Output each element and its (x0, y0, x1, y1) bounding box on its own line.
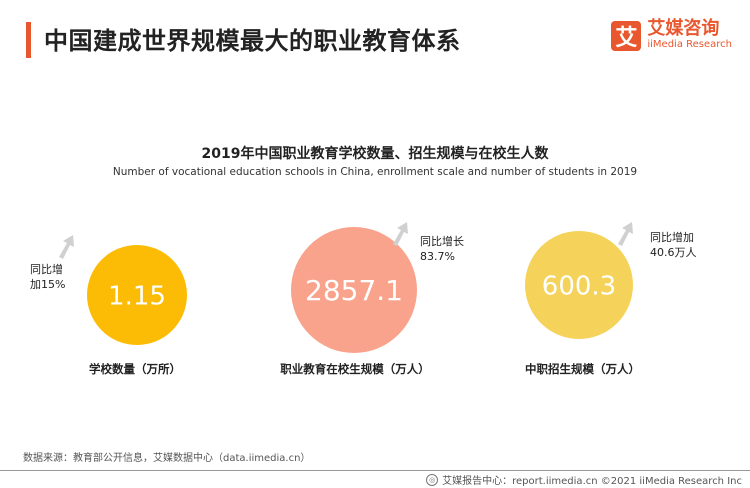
metric-label-students: 职业教育在校生规模（万人） (280, 362, 430, 376)
metric-label-enrollment: 中职招生规模（万人） (525, 362, 640, 376)
bubble-value-1: 1.15 (108, 281, 166, 311)
bubble-value-2: 2857.1 (305, 274, 403, 307)
chart-subtitle: Number of vocational education schools i… (112, 166, 638, 178)
footer-divider (0, 470, 750, 471)
bubble-2 (291, 227, 417, 353)
growth-note-1: 同比增 加15% (30, 262, 65, 292)
bubble-value-3: 600.3 (542, 271, 616, 301)
growth-note-2: 同比增长 83.7% (420, 234, 464, 264)
growth-arrow-icon-1 (59, 235, 74, 259)
data-source: 数据来源：教育部公开信息，艾媒数据中心（data.iimedia.cn） (23, 453, 311, 464)
bubble-3 (525, 231, 633, 339)
footer-credit: ◎ 艾媒报告中心：report.iimedia.cn ©2021 iiMedia… (426, 472, 742, 487)
logo-text-cn: 艾媒咨询 (647, 18, 720, 39)
growth-arrow-icon-2 (393, 222, 408, 246)
growth-note-1-line2: 加15% (30, 278, 66, 291)
growth-note-2-line2: 83.7% (420, 250, 455, 263)
title-accent-bar (26, 22, 31, 58)
bubble-1 (87, 245, 187, 345)
growth-note-2-line1: 同比增长 (420, 235, 464, 248)
logo-text-en: iiMedia Research (647, 39, 732, 50)
growth-note-3: 同比增加 40.6万人 (650, 230, 697, 260)
growth-note-3-line1: 同比增加 (650, 231, 694, 244)
metric-label-schools: 学校数量（万所） (89, 362, 181, 376)
brand-logo: 艾 艾媒咨询 iiMedia Research (611, 20, 732, 52)
logo-icon: 艾 (611, 21, 642, 51)
growth-arrow-icon-3 (618, 222, 633, 246)
page-title: 中国建成世界规模最大的职业教育体系 (44, 27, 461, 55)
chart-title: 2019年中国职业教育学校数量、招生规模与在校生人数 (201, 146, 549, 162)
growth-note-1-line1: 同比增 (30, 263, 63, 276)
footer-credit-text: 艾媒报告中心：report.iimedia.cn ©2021 iiMedia R… (442, 476, 742, 487)
growth-note-3-line2: 40.6万人 (650, 246, 697, 259)
report-center-icon: ◎ (426, 473, 439, 486)
